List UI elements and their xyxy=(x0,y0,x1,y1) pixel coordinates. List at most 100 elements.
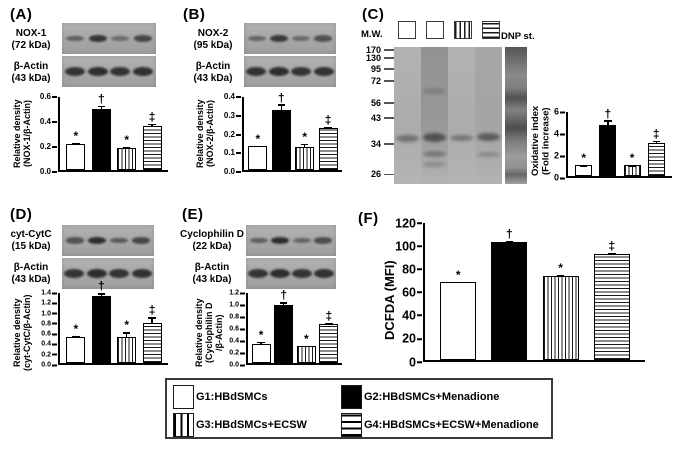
y-tick-label: 20 xyxy=(402,331,422,346)
bar-g2: † xyxy=(274,289,294,363)
gel-band xyxy=(395,134,420,142)
significance-symbol: * xyxy=(255,132,261,147)
legend-label: G4:HBdSMCs+ECSW+Menadione xyxy=(364,419,539,431)
y-tick-label: 0.4 xyxy=(39,117,58,126)
error-bar xyxy=(123,146,130,150)
mw-tick-dash xyxy=(384,143,394,146)
mw-marker-43: 43 xyxy=(361,113,394,123)
bar-g1: * xyxy=(66,130,86,170)
legend-item-g2: G2:HBdSMCs+Menadione xyxy=(341,385,545,409)
significance-symbol: ‡ xyxy=(148,109,156,124)
protein-name: β-Actin xyxy=(13,262,49,273)
significance-symbol: * xyxy=(581,151,587,166)
y-tick-label: 0.6 xyxy=(41,330,57,338)
error-bar xyxy=(325,322,332,325)
y-axis-ticks: 0 2 4 6 xyxy=(553,107,566,182)
y-tick-label: 1.4 xyxy=(41,289,57,297)
y-tick-label: 60 xyxy=(402,285,422,300)
significance-symbol: ‡ xyxy=(325,308,333,323)
y-tick-label: 0.8 xyxy=(229,313,245,321)
bar-g4: ‡ xyxy=(142,304,162,363)
gel-smear xyxy=(394,47,421,184)
mw-marker-95: 95 xyxy=(361,64,394,74)
dnp-standard-label: DNP st. xyxy=(501,31,535,42)
blot-band xyxy=(291,67,312,76)
legend-swatch-vstripe xyxy=(173,413,194,437)
blot-label-cytc: cyt-CytC (15 kDa) xyxy=(2,229,60,253)
plot-area: * † * ‡ xyxy=(423,223,645,362)
panel-a: (A) NOX-1 (72 kDa) β-Actin (43 kDa) Rela… xyxy=(0,0,180,200)
bar-g1: * xyxy=(248,133,268,170)
blot-band xyxy=(88,35,107,42)
significance-symbol: ‡ xyxy=(148,303,156,318)
blot-band xyxy=(87,67,108,76)
blot-band xyxy=(268,67,289,76)
error-bar xyxy=(455,281,461,284)
y-tick-label: 0.2 xyxy=(223,129,242,139)
gel-lane-g2 xyxy=(421,47,448,184)
blot-strip-nox2 xyxy=(244,23,336,54)
error-bar xyxy=(325,126,331,130)
mw-value: 95 xyxy=(370,63,381,74)
y-tick-label: 2 xyxy=(553,150,566,161)
panel-e: (E) Cyclophilin D (22 kDa) β-Actin (43 k… xyxy=(180,200,360,395)
mw-value: 34 xyxy=(370,139,381,150)
mw-tick-dash xyxy=(384,117,394,120)
protein-kda: (43 kDa) xyxy=(11,273,51,285)
panel-c: (C) M.W. DNP st. 170 130 95 72 56 43 34 26 Oxi xyxy=(360,0,683,205)
blot-label-cyclophilin: Cyclophilin D (22 kDa) xyxy=(180,229,244,253)
bar-g4: ‡ xyxy=(647,128,665,176)
gel-lane-g4 xyxy=(475,47,502,184)
plot-area: * † * ‡ xyxy=(246,289,342,365)
protein-name: β-Actin xyxy=(194,262,230,273)
gel-smear xyxy=(421,47,448,184)
error-bar xyxy=(98,105,104,111)
protein-kda: (43 kDa) xyxy=(11,72,51,84)
y-tick-label: 40 xyxy=(402,308,422,323)
mw-tick-dash xyxy=(384,48,394,51)
y-tick-label: 120 xyxy=(395,215,422,230)
bar-g2: † xyxy=(91,93,111,170)
gel-band xyxy=(476,133,501,142)
bar-g1: * xyxy=(575,153,593,176)
blot-strip-bactin xyxy=(62,258,154,289)
significance-symbol: * xyxy=(124,132,130,147)
y-tick-label: 0.6 xyxy=(229,325,245,333)
legend-item-g1: G1:HBdSMCs xyxy=(173,385,341,409)
y-tick-label: 0.4 xyxy=(41,340,57,348)
y-tick-label: 1.2 xyxy=(229,289,245,297)
blot-band xyxy=(314,269,334,278)
blot-band xyxy=(133,67,154,76)
blot-label-nox2: NOX-2 (95 kDa) xyxy=(184,28,242,52)
plot-area: * † * ‡ xyxy=(242,92,342,172)
blot-strip-bactin xyxy=(244,56,336,87)
error-bar xyxy=(303,345,309,348)
error-bar xyxy=(278,104,284,111)
y-tick-label: 0.0 xyxy=(41,361,57,369)
panel-b: (B) NOX-2 (95 kDa) β-Actin (43 kDa) Rela… xyxy=(180,0,360,200)
significance-symbol: † xyxy=(506,226,513,241)
mw-marker-34: 34 xyxy=(361,139,394,149)
blot-band xyxy=(271,237,290,244)
significance-symbol: * xyxy=(73,321,79,336)
significance-symbol: * xyxy=(629,151,635,166)
gel-band xyxy=(422,151,447,158)
blot-label-bactin: β-Actin (43 kDa) xyxy=(184,61,242,85)
y-tick-label: 1.2 xyxy=(41,299,57,307)
mw-tick-dash xyxy=(384,102,394,105)
blot-band xyxy=(110,237,128,244)
panel-e-label: (E) xyxy=(182,206,204,223)
blot-band xyxy=(248,269,268,278)
lane-symbol-g4 xyxy=(482,21,500,39)
error-bar xyxy=(301,143,308,149)
significance-symbol: † xyxy=(604,106,612,121)
y-axis-ticks: 0.0 0.1 0.2 0.3 0.4 xyxy=(222,93,242,176)
y-axis-ticks: 0.0 0.2 0.4 0.6 xyxy=(38,93,58,176)
error-bar xyxy=(653,140,659,144)
error-bar xyxy=(254,145,261,149)
significance-symbol: * xyxy=(124,318,130,333)
panel-d-label: (D) xyxy=(10,206,33,223)
bar-g3: * xyxy=(117,134,137,170)
mw-value: 72 xyxy=(370,76,381,87)
mw-tick-dash xyxy=(384,173,394,176)
